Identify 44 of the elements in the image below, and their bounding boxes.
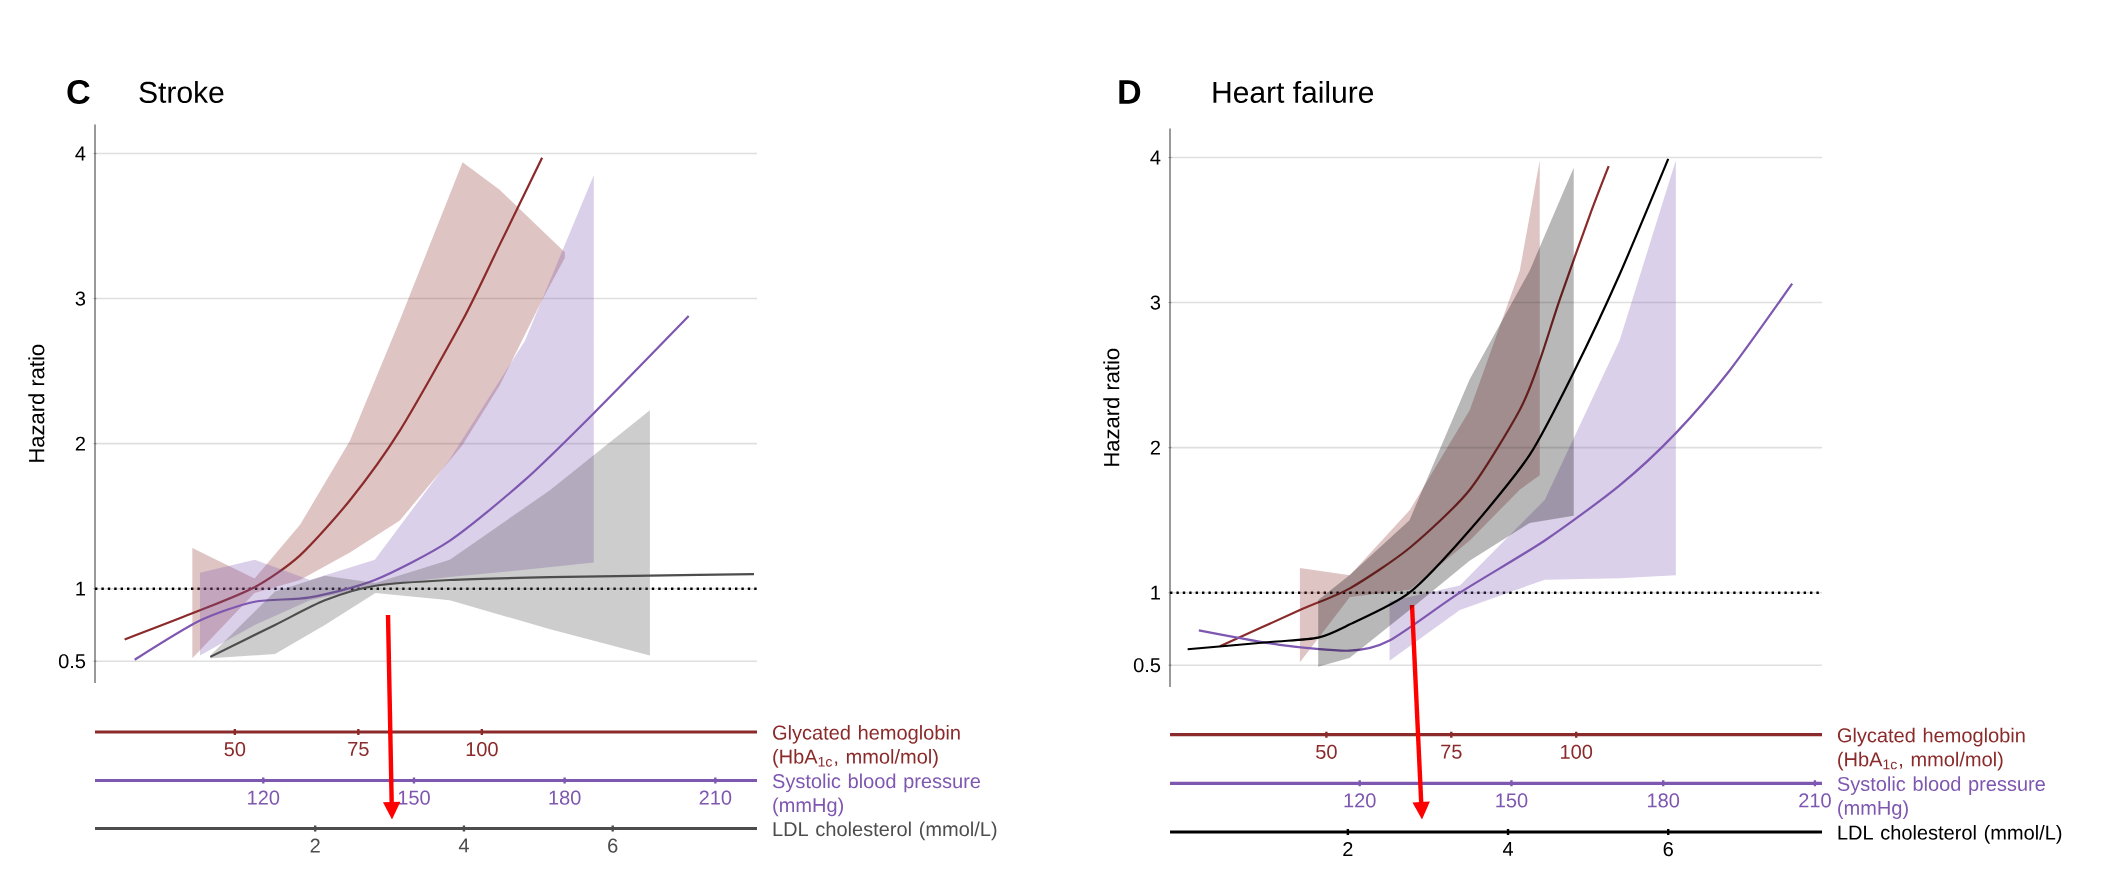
- text: C: [67, 79, 90, 105]
- x-tick-label: 100: [466, 742, 498, 757]
- x2-tick-label: 180: [1648, 793, 1680, 808]
- x-tick-label: 6: [608, 838, 618, 853]
- x2-axis-title: Systolic blood pressure (mmHg): [772, 773, 981, 817]
- x-tick-label: 75: [1441, 744, 1462, 759]
- x2-tick-label: 150: [398, 790, 430, 805]
- x2-tick-label: 180: [549, 790, 581, 805]
- y-tick-label: 0.5: [1133, 658, 1161, 673]
- x-tick-label: 100: [1561, 744, 1593, 759]
- x2-tick-label: 120: [248, 790, 280, 805]
- y-tick-label: 2: [1150, 440, 1160, 455]
- x-tick-label: 50: [1316, 744, 1337, 759]
- y-tick-label: 3: [1150, 295, 1161, 310]
- x-axis-title: Glycated hemoglobin (HbA$_{1c}$, mmol/mol): [1837, 727, 2025, 771]
- x2-tick-label: 150: [1496, 793, 1528, 808]
- y-tick-label: 4: [75, 146, 86, 161]
- x2-tick-label: 210: [699, 790, 732, 805]
- chart-title: Heart failure: [1213, 80, 1374, 103]
- y-tick-label: 0.5: [58, 654, 86, 669]
- y-axis-title: Hazard ratio: [1103, 348, 1120, 466]
- x-tick-label: 2: [310, 838, 320, 853]
- x2-tick-label: 210: [1799, 793, 1831, 808]
- text: D: [1119, 80, 1141, 104]
- x2-tick-label: 120: [1344, 793, 1376, 808]
- chart-title: Stroke: [139, 80, 224, 103]
- y-tick-label: 3: [75, 291, 86, 306]
- x-axis-title: Glycated hemoglobin (HbA$_{1c}$, mmol/mol): [773, 725, 960, 768]
- x-axis-title: LDL cholesterol (mmol/L): [1838, 825, 2062, 844]
- line-series: [1218, 165, 1610, 648]
- x-axis-title: LDL cholesterol (mmol/L): [773, 821, 997, 841]
- y-tick-label: 4: [1150, 150, 1161, 165]
- y-tick-label: 1: [76, 581, 85, 596]
- x-tick-label: 2: [1343, 842, 1353, 857]
- y-axis-title: Hazard ratio: [28, 344, 45, 462]
- x-tick-label: 4: [458, 838, 469, 853]
- y-tick-label: 1: [1151, 585, 1160, 600]
- x-tick-label: 4: [1502, 842, 1514, 856]
- x-tick-label: 6: [1663, 842, 1673, 857]
- y-tick-label: 2: [75, 436, 85, 451]
- line-series: [123, 156, 544, 641]
- x2-axis-title: Systolic blood pressure (mmHg): [1837, 776, 2045, 819]
- x-tick-label: 50: [224, 742, 246, 757]
- x-tick-label: 75: [348, 742, 369, 756]
